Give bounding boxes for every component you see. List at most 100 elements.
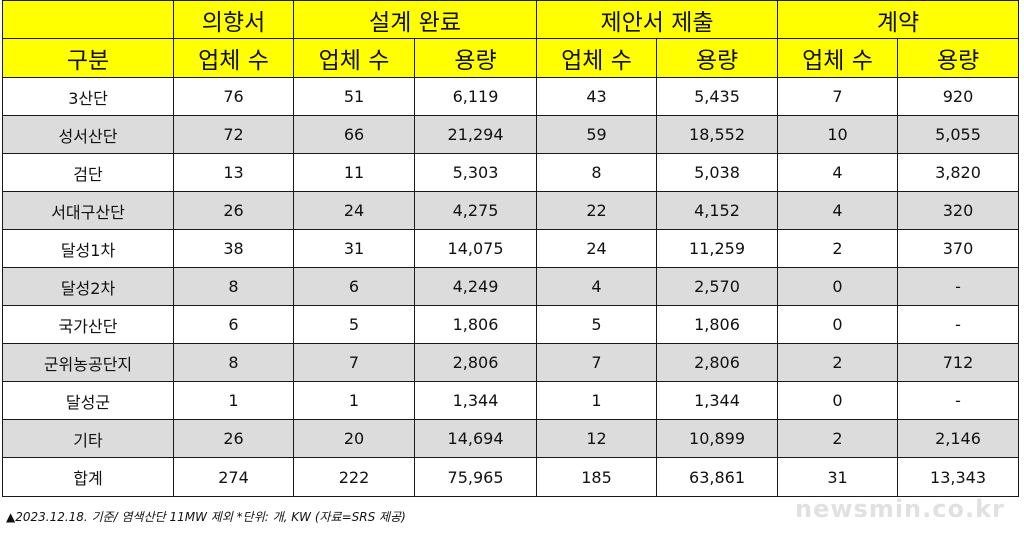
value-cell: 72 bbox=[173, 115, 294, 154]
value-cell: 13 bbox=[173, 153, 294, 192]
table-row: 검단 13 11 5,303 8 5,038 4 3,820 bbox=[2, 153, 1020, 192]
value-cell: 1,344 bbox=[656, 381, 779, 420]
value-cell: 6 bbox=[173, 305, 294, 344]
value-cell: 0 bbox=[777, 381, 899, 420]
value-cell: 5 bbox=[536, 305, 658, 344]
value-cell: 5 bbox=[293, 305, 415, 344]
value-cell: 1,344 bbox=[413, 381, 538, 420]
value-cell: 5,055 bbox=[897, 115, 1020, 154]
value-cell: 7 bbox=[536, 343, 658, 382]
value-cell: 5,435 bbox=[656, 77, 779, 116]
value-cell: 43 bbox=[536, 77, 658, 116]
value-cell: 14,075 bbox=[413, 229, 538, 268]
row-label-cell: 검단 bbox=[2, 153, 174, 192]
value-cell: 4 bbox=[536, 267, 658, 306]
value-cell: 920 bbox=[897, 77, 1020, 116]
value-cell: 1 bbox=[173, 381, 294, 420]
value-cell: 2 bbox=[777, 343, 899, 382]
value-cell: 3,820 bbox=[897, 153, 1020, 192]
value-cell: 1 bbox=[536, 381, 658, 420]
header-capacity: 용량 bbox=[413, 38, 538, 78]
value-cell: 0 bbox=[777, 267, 899, 306]
header-group-design: 설계 완료 bbox=[292, 0, 538, 39]
row-label-cell: 달성2차 bbox=[2, 267, 174, 306]
table-row: 성서산단 72 66 21,294 59 18,552 10 5,055 bbox=[2, 115, 1020, 154]
table-body: 3산단 76 51 6,119 43 5,435 7 920 성서산단 72 66 21,294 59 1… bbox=[2, 77, 1020, 497]
value-cell: 320 bbox=[897, 191, 1020, 230]
row-label-cell: 기타 bbox=[2, 419, 174, 458]
value-cell: 75,965 bbox=[413, 457, 538, 497]
value-cell: - bbox=[897, 267, 1020, 306]
value-cell: 11,259 bbox=[656, 229, 779, 268]
value-cell: 1,806 bbox=[656, 305, 779, 344]
value-cell: 7 bbox=[293, 343, 415, 382]
value-cell: 26 bbox=[173, 419, 294, 458]
row-label-cell: 성서산단 bbox=[2, 115, 174, 154]
value-cell: 8 bbox=[536, 153, 658, 192]
value-cell: 4,152 bbox=[656, 191, 779, 230]
header-group-intent: 의향서 bbox=[173, 0, 294, 39]
value-cell: 11 bbox=[293, 153, 415, 192]
value-cell: 2,806 bbox=[656, 343, 779, 382]
value-cell: 12 bbox=[536, 419, 658, 458]
table-row: 군위농공단지 8 7 2,806 7 2,806 2 712 bbox=[2, 343, 1020, 382]
value-cell: 8 bbox=[173, 343, 294, 382]
value-cell: 63,861 bbox=[656, 457, 779, 497]
row-label-cell: 3산단 bbox=[2, 77, 174, 116]
value-cell: 274 bbox=[173, 457, 294, 497]
value-cell: 18,552 bbox=[656, 115, 779, 154]
value-cell: 6 bbox=[293, 267, 415, 306]
value-cell: 24 bbox=[536, 229, 658, 268]
value-cell: 4 bbox=[777, 153, 899, 192]
table-row: 달성2차 8 6 4,249 4 2,570 0- bbox=[2, 267, 1020, 306]
row-label-cell: 군위농공단지 bbox=[2, 343, 174, 382]
value-cell: 370 bbox=[897, 229, 1020, 268]
value-cell: 5,303 bbox=[413, 153, 538, 192]
value-cell: 7 bbox=[777, 77, 899, 116]
total-row: 합계 274 222 75,965 185 63,861 31 13,343 bbox=[2, 457, 1020, 497]
table-row: 달성1차 38 31 14,075 24 11,259 2 370 bbox=[2, 229, 1020, 268]
value-cell: - bbox=[897, 305, 1020, 344]
table-row: 국가산단 6 5 1,806 5 1,806 0- bbox=[2, 305, 1020, 344]
value-cell: 31 bbox=[293, 229, 415, 268]
header-capacity: 용량 bbox=[897, 38, 1020, 78]
value-cell: 24 bbox=[293, 191, 415, 230]
value-cell: 4,275 bbox=[413, 191, 538, 230]
value-cell: 38 bbox=[173, 229, 294, 268]
value-cell: 6,119 bbox=[413, 77, 538, 116]
value-cell: 1,806 bbox=[413, 305, 538, 344]
value-cell: 2 bbox=[777, 419, 899, 458]
header-empty-cell bbox=[2, 0, 174, 39]
value-cell: 185 bbox=[536, 457, 658, 497]
watermark: newsmin.co.kr bbox=[795, 495, 1005, 523]
table-row: 달성군 1 1 1,344 1 1,344 0- bbox=[2, 381, 1020, 420]
row-label-cell: 달성군 bbox=[2, 381, 174, 420]
value-cell: 8 bbox=[173, 267, 294, 306]
row-label-cell: 합계 bbox=[2, 457, 174, 497]
value-cell: 22 bbox=[536, 191, 658, 230]
header-group-row: 의향서 설계 완료 제안서 제출 계약 bbox=[2, 0, 1020, 39]
value-cell: 2,806 bbox=[413, 343, 538, 382]
value-cell: 2,146 bbox=[897, 419, 1020, 458]
header-sub-row: 구분 업체 수 업체 수 용량 업체 수 용량 업체 수 용량 bbox=[2, 38, 1020, 78]
table-row: 서대구산단 26 24 4,275 22 4,152 4 320 bbox=[2, 191, 1020, 230]
header-count: 업체 수 bbox=[173, 38, 294, 78]
value-cell: 0 bbox=[777, 305, 899, 344]
value-cell: 10,899 bbox=[656, 419, 779, 458]
value-cell: 2 bbox=[777, 229, 899, 268]
footnote: ▲2023.12.18. 기준/ 염색산단 11MW 제외 *단위: 개, KW… bbox=[6, 510, 406, 524]
row-label-cell: 달성1차 bbox=[2, 229, 174, 268]
value-cell: 13,343 bbox=[897, 457, 1020, 497]
value-cell: 51 bbox=[293, 77, 415, 116]
header-count: 업체 수 bbox=[536, 38, 658, 78]
value-cell: 2,570 bbox=[656, 267, 779, 306]
row-label-cell: 국가산단 bbox=[2, 305, 174, 344]
value-cell: 31 bbox=[777, 457, 899, 497]
header-group-proposal: 제안서 제출 bbox=[536, 0, 779, 39]
row-label-cell: 서대구산단 bbox=[2, 191, 174, 230]
data-table: 의향서 설계 완료 제안서 제출 계약 구분 업체 수 업체 수 용량 업체 수… bbox=[2, 0, 1020, 497]
table-row: 기타 26 20 14,694 12 10,899 2 2,146 bbox=[2, 419, 1020, 458]
value-cell: 76 bbox=[173, 77, 294, 116]
header-count: 업체 수 bbox=[293, 38, 415, 78]
header-capacity: 용량 bbox=[656, 38, 779, 78]
